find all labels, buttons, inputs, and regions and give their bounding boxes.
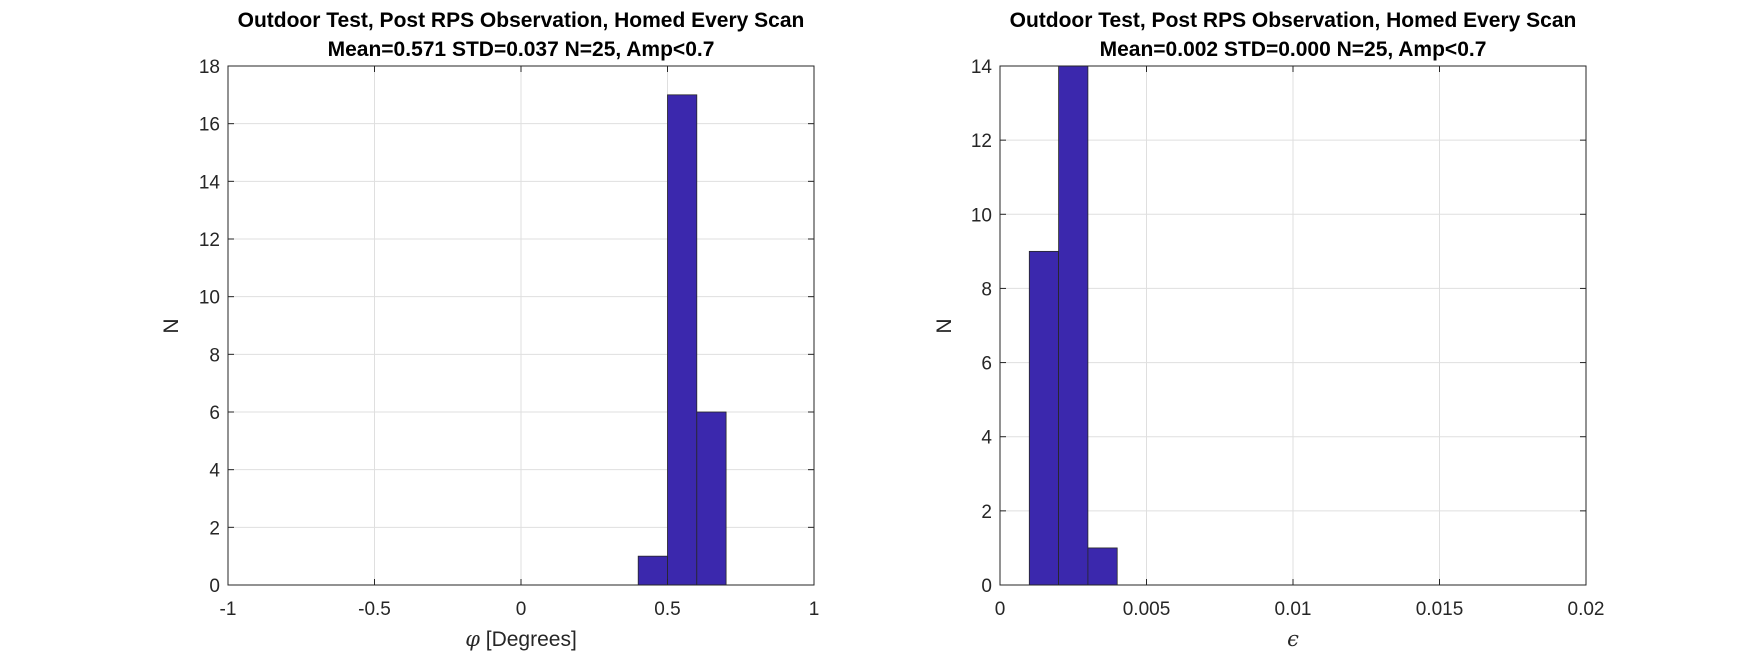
y-tick-label: 2 <box>981 502 992 523</box>
y-tick-label: 8 <box>981 279 992 300</box>
y-axis-label-left: N <box>160 318 183 333</box>
epsilon-histogram: 0 0.005 0.01 0.015 0.02 0 2 4 6 8 10 12 14 Outdoor T… <box>933 9 1604 651</box>
bars-left <box>637 94 727 586</box>
histogram-bar <box>1087 547 1118 586</box>
histogram-bar <box>667 94 698 586</box>
x-axis-label-left: φ [Degrees] <box>465 627 577 651</box>
y-tick-label: 2 <box>209 518 220 539</box>
histogram-bar <box>696 411 727 586</box>
y-tick-label: 8 <box>209 345 220 366</box>
histogram-bar <box>637 555 668 586</box>
histogram-bar <box>1028 250 1060 586</box>
x-tick-label: 0 <box>516 599 527 620</box>
x-tick-label: 0.02 <box>1568 599 1605 620</box>
chart-subtitle-right: Mean=0.002 STD=0.000 N=25, Amp<0.7 <box>1100 38 1487 61</box>
x-axis-label-left-text: [Degrees] <box>480 628 577 651</box>
y-tick-label: 6 <box>209 403 220 424</box>
bars-right <box>1028 65 1118 586</box>
y-tick-label: 12 <box>199 230 220 251</box>
chart-title-left: Outdoor Test, Post RPS Observation, Home… <box>238 9 805 32</box>
x-tick-label: 0.005 <box>1123 599 1171 620</box>
phi-symbol: φ <box>465 627 480 651</box>
y-tick-label: 12 <box>971 131 992 152</box>
ticks-right: 0 0.005 0.01 0.015 0.02 0 2 4 6 8 10 12 14 <box>971 57 1605 620</box>
chart-title-right: Outdoor Test, Post RPS Observation, Home… <box>1010 9 1577 32</box>
y-tick-label: 4 <box>981 428 992 449</box>
x-tick-label: 0.015 <box>1416 599 1464 620</box>
y-tick-label: 10 <box>971 205 992 226</box>
y-tick-label: 18 <box>199 57 220 78</box>
x-tick-label: 0.5 <box>654 599 680 620</box>
y-tick-label: 0 <box>981 576 992 597</box>
y-tick-label: 6 <box>981 354 992 375</box>
x-tick-label: 0.01 <box>1275 599 1312 620</box>
y-tick-label: 14 <box>199 172 221 193</box>
x-tick-label: -0.5 <box>358 599 391 620</box>
x-tick-label: -1 <box>220 599 237 620</box>
chart-subtitle-left: Mean=0.571 STD=0.037 N=25, Amp<0.7 <box>328 38 715 61</box>
y-tick-label: 16 <box>199 115 220 136</box>
histogram-bar <box>1058 65 1089 586</box>
y-tick-label: 4 <box>209 461 220 482</box>
y-tick-label: 0 <box>209 576 220 597</box>
x-tick-label: 0 <box>995 599 1006 620</box>
y-axis-label-right: N <box>933 318 956 333</box>
x-tick-label: 1 <box>809 599 820 620</box>
x-axis-label-right: ϵ <box>1287 627 1299 651</box>
epsilon-symbol: ϵ <box>1287 627 1299 651</box>
y-tick-label: 14 <box>971 57 993 78</box>
y-tick-label: 10 <box>199 288 220 309</box>
